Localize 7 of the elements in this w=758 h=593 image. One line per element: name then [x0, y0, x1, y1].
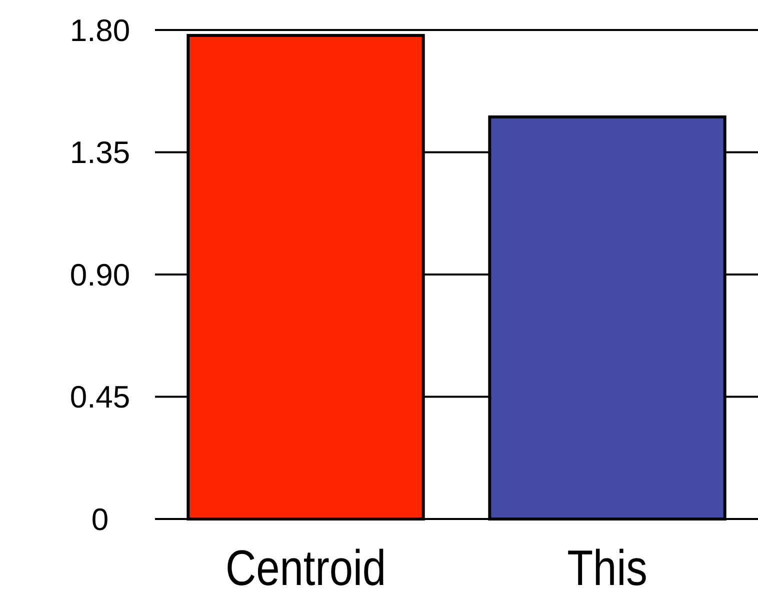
y-tick-label: 1.35	[70, 135, 130, 170]
y-tick-label: 0	[91, 502, 109, 537]
y-tick-label: 1.80	[70, 12, 130, 48]
y-tick-label: 0.45	[70, 380, 130, 415]
x-tick-label: This	[567, 540, 648, 593]
x-tick-label: Centroid	[225, 540, 386, 593]
y-tick-label: 0.90	[70, 257, 130, 292]
